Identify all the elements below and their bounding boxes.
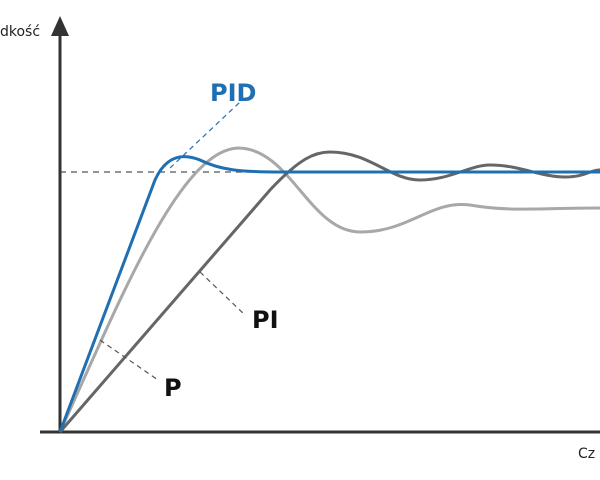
pi-label: PI [252, 306, 279, 334]
p-curve [58, 146, 600, 433]
p-label: P [164, 374, 182, 402]
x-axis-label: Cz [578, 446, 595, 462]
pi-leader [199, 271, 246, 316]
p-leader [99, 339, 159, 381]
y-axis-label: dkość [0, 24, 40, 40]
y-axis-arrow [51, 16, 69, 36]
pid-curve [58, 155, 600, 433]
pid-label: PID [210, 79, 256, 107]
pid-leader [169, 101, 241, 169]
pi-curve [58, 150, 600, 433]
